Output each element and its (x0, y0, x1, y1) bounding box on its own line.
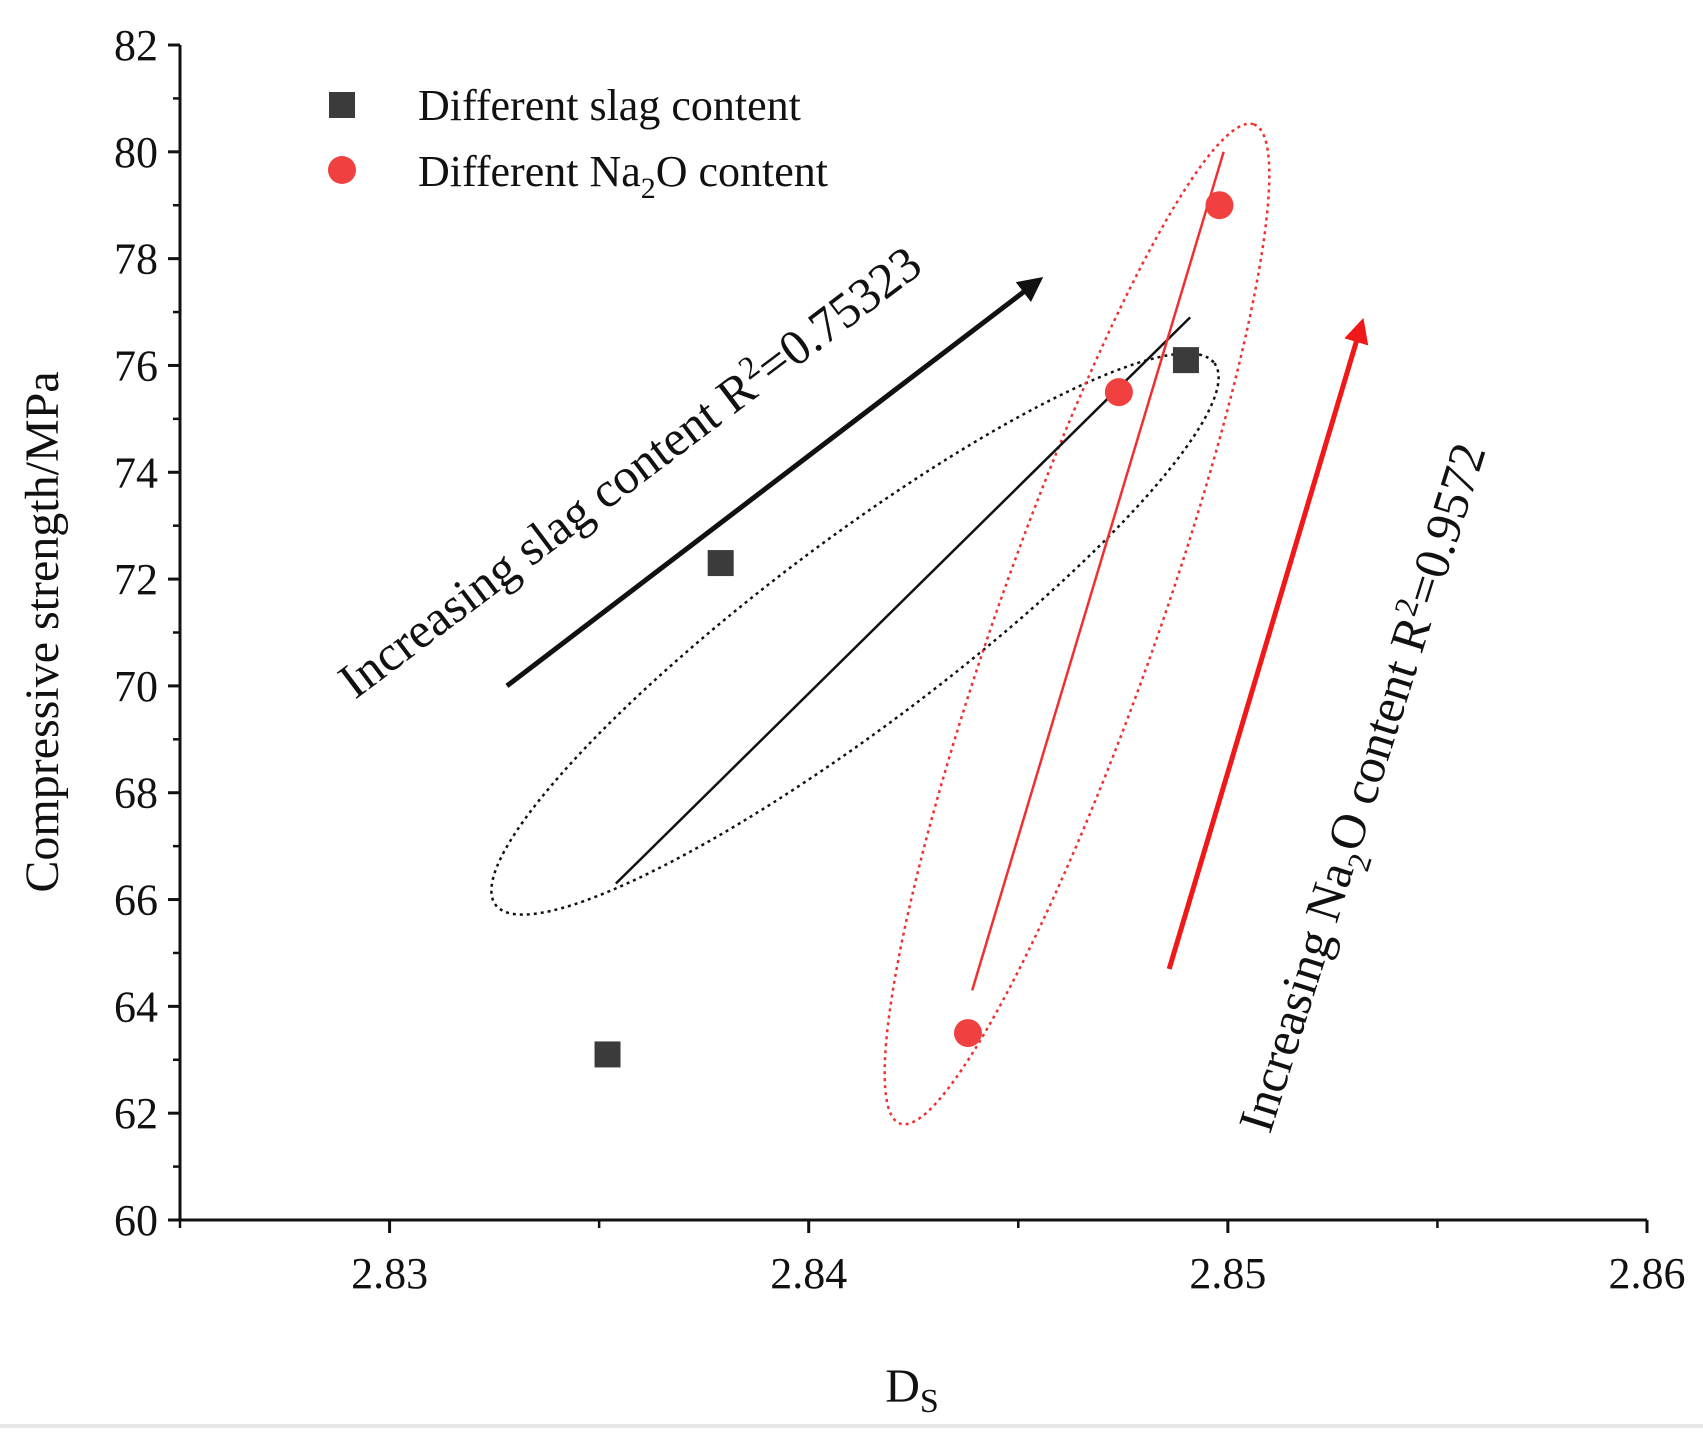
x-tick-label-2.83: 2.83 (351, 1249, 428, 1298)
y-tick-label-68: 68 (114, 769, 158, 818)
na2o-trend-arrow (1166, 317, 1369, 970)
legend-marker-na2o (328, 156, 356, 184)
x-ticks: 2.83 2.84 2.85 2.86 (178, 1220, 1686, 1298)
y-tick-label-76: 76 (114, 341, 158, 390)
na2o-annotation-value: =0.9572 (1393, 436, 1496, 611)
slag-point-1 (707, 550, 734, 577)
y-ticks: 60 62 64 66 68 70 72 74 76 78 80 82 (114, 21, 180, 1245)
slag-point-0 (594, 1041, 621, 1068)
trend-line-slag (615, 316, 1192, 885)
y-tick-label-74: 74 (114, 448, 158, 497)
x-axis-title-main: D (885, 1360, 920, 1413)
legend: Different slag content Different Na2O co… (328, 81, 828, 205)
na2o-annotation: Increasing Na2O content R2=0.9572 (1225, 436, 1506, 1142)
y-tick-label-72: 72 (114, 555, 158, 604)
y-tick-label-62: 62 (114, 1089, 158, 1138)
y-tick-label-70: 70 (114, 662, 158, 711)
y-tick-label-78: 78 (114, 235, 158, 284)
slag-annotation-value: =0.75323 (745, 235, 931, 394)
na2o-point-2 (1205, 191, 1234, 220)
y-tick-label-60: 60 (114, 1196, 158, 1245)
x-tick-label-2.85: 2.85 (1189, 1249, 1266, 1298)
x-tick-label-2.84: 2.84 (770, 1249, 847, 1298)
slag-annotation: Increasing slag content R2=0.75323 (327, 233, 932, 709)
legend-label-na2o-sub: 2 (641, 172, 656, 205)
legend-marker-slag (329, 92, 355, 118)
slag-trend-arrow (505, 276, 1044, 688)
data-points (594, 191, 1234, 1068)
y-axis-title: Compressive strength/MPa (16, 371, 69, 892)
na2o-annotation-mid: O content R (1316, 609, 1442, 857)
legend-label-na2o: Different Na2O content (418, 147, 828, 205)
na2o-point-0 (953, 1019, 982, 1048)
y-tick-label-82: 82 (114, 21, 158, 70)
y-tick-label-80: 80 (114, 128, 158, 177)
slag-point-2 (1172, 347, 1199, 374)
annotation-arrows (505, 276, 1369, 970)
y-tick-label-66: 66 (114, 876, 158, 925)
x-tick-label-2.86: 2.86 (1609, 1249, 1686, 1298)
na2o-annotation-prefix: Increasing Na (1227, 855, 1364, 1138)
bottom-rule (0, 1424, 1703, 1428)
x-axis-title: DS (885, 1360, 939, 1420)
trend-line-na2o (970, 151, 1225, 991)
legend-label-na2o-prefix: Different Na (418, 147, 641, 196)
y-tick-label-64: 64 (114, 982, 158, 1031)
trend-lines (615, 151, 1225, 991)
slag-group-ellipse (490, 352, 1220, 916)
legend-label-na2o-suffix: O content (656, 147, 828, 196)
na2o-point-1 (1104, 378, 1133, 407)
legend-label-slag: Different slag content (418, 81, 801, 130)
x-axis-title-sub: S (920, 1383, 939, 1420)
